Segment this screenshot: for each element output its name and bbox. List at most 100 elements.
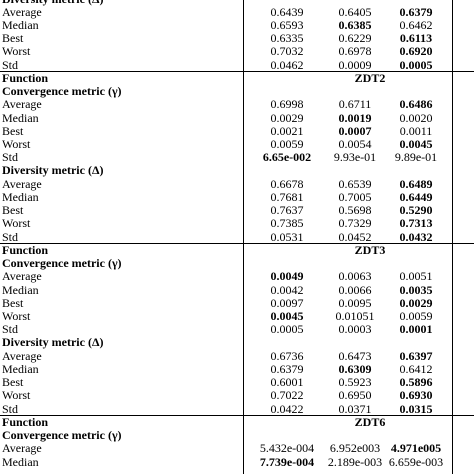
function-label: Function bbox=[2, 242, 49, 257]
cell-value: 0.6385 bbox=[338, 17, 372, 32]
row-label: Median bbox=[2, 361, 39, 376]
cell-value: 0.0095 bbox=[338, 295, 372, 310]
cell-value: 0.7032 bbox=[270, 44, 304, 59]
cell-value: 0.6462 bbox=[399, 17, 433, 32]
cell-value: 0.5290 bbox=[399, 203, 433, 218]
row-label: Worst bbox=[2, 137, 31, 152]
cell-value: 0.5923 bbox=[338, 375, 372, 390]
cell-value: 9.89e-01 bbox=[394, 150, 438, 165]
row-label: Std bbox=[2, 57, 19, 72]
cell-value: 0.6678 bbox=[270, 176, 304, 191]
cell-value: 0.6950 bbox=[338, 388, 372, 403]
cell-value: 0.0005 bbox=[399, 57, 433, 72]
row-label: Median bbox=[2, 110, 39, 125]
cell-value: 0.0054 bbox=[338, 137, 372, 152]
function-label: Function bbox=[2, 70, 49, 85]
row-label: Average bbox=[2, 348, 42, 363]
cell-value: 6.65e-002 bbox=[262, 150, 312, 165]
cell-value: 0.0422 bbox=[270, 401, 304, 416]
row-label: Average bbox=[2, 441, 42, 456]
cell-value: 0.0035 bbox=[399, 282, 433, 297]
section-rule bbox=[0, 414, 474, 416]
row-label: Std bbox=[2, 150, 19, 165]
cell-value: 0.0029 bbox=[270, 110, 304, 125]
cell-value: 0.6998 bbox=[270, 97, 304, 112]
cell-value: 0.7022 bbox=[270, 388, 304, 403]
cell-value: 0.6229 bbox=[338, 31, 372, 46]
cell-value: 0.7329 bbox=[338, 216, 372, 231]
cell-value: 0.6489 bbox=[399, 176, 433, 191]
row-label: Std bbox=[2, 322, 19, 337]
cell-value: 0.0066 bbox=[338, 282, 372, 297]
row-label: Median bbox=[2, 17, 39, 32]
metric-name: Convergence metric (γ) bbox=[2, 428, 122, 443]
row-label: Worst bbox=[2, 309, 31, 324]
cell-value: 0.0009 bbox=[338, 57, 372, 72]
cell-value: 0.7385 bbox=[270, 216, 304, 231]
function-name: ZDT3 bbox=[354, 242, 386, 257]
cell-value: 0.6736 bbox=[270, 348, 304, 363]
cell-value: 0.0007 bbox=[338, 123, 372, 138]
cell-value: 6.659e-003 bbox=[388, 454, 444, 469]
cell-value: 0.6539 bbox=[338, 176, 372, 191]
row-label: Best bbox=[2, 295, 24, 310]
cell-value: 0.6486 bbox=[399, 97, 433, 112]
cell-value: 0.0059 bbox=[270, 137, 304, 152]
cell-value: 0.6439 bbox=[270, 4, 304, 19]
cell-value: 0.0045 bbox=[399, 137, 433, 152]
cell-value: 0.6309 bbox=[338, 361, 372, 376]
cell-value: 0.0315 bbox=[399, 401, 433, 416]
function-label: Function bbox=[2, 414, 49, 429]
cell-value: 0.7681 bbox=[270, 189, 304, 204]
cell-value: 0.6397 bbox=[399, 348, 433, 363]
cell-value: 0.5698 bbox=[338, 203, 372, 218]
cell-value: 0.6930 bbox=[399, 388, 433, 403]
row-label: Std bbox=[2, 229, 19, 244]
cell-value: 0.0371 bbox=[338, 401, 372, 416]
row-label: Best bbox=[2, 123, 24, 138]
cell-value: 5.432e-004 bbox=[259, 441, 315, 456]
cell-value: 0.0021 bbox=[270, 123, 304, 138]
cell-value: 0.0462 bbox=[270, 57, 304, 72]
row-label: Std bbox=[2, 401, 19, 416]
cell-value: 0.6113 bbox=[399, 31, 433, 46]
cell-value: 0.6449 bbox=[399, 189, 433, 204]
metric-name: Convergence metric (γ) bbox=[2, 256, 122, 271]
cell-value: 0.6978 bbox=[338, 44, 372, 59]
cell-value: 0.0005 bbox=[270, 322, 304, 337]
row-label: Average bbox=[2, 269, 42, 284]
cell-value: 0.7005 bbox=[338, 189, 372, 204]
function-name: ZDT6 bbox=[354, 414, 386, 429]
cell-value: 0.6412 bbox=[399, 361, 433, 376]
cell-value: 0.6335 bbox=[270, 31, 304, 46]
cell-value: 0.0051 bbox=[399, 269, 433, 284]
metric-name: Diversity metric (Δ) bbox=[2, 163, 104, 178]
cell-value: 0.6920 bbox=[399, 44, 433, 59]
cell-value: 0.0042 bbox=[270, 282, 304, 297]
cell-value: 0.0019 bbox=[338, 110, 372, 125]
cell-value: 0.6711 bbox=[338, 97, 372, 112]
row-label: Average bbox=[2, 97, 42, 112]
cell-value: 7.739e-004 bbox=[259, 454, 315, 469]
cell-value: 0.0097 bbox=[270, 295, 304, 310]
cell-value: 0.0059 bbox=[399, 309, 433, 324]
metric-name: Diversity metric (Δ) bbox=[2, 0, 103, 6]
cell-value: 0.6379 bbox=[399, 4, 433, 19]
cell-value: 0.0001 bbox=[399, 322, 433, 337]
cell-value: 9.93e-01 bbox=[333, 150, 377, 165]
row-label: Median bbox=[2, 282, 39, 297]
section-rule bbox=[0, 70, 474, 72]
cell-value: 4.971e005 bbox=[390, 441, 442, 456]
cell-value: 0.0045 bbox=[270, 309, 304, 324]
row-label: Worst bbox=[2, 44, 31, 59]
cell-value: 0.6593 bbox=[270, 17, 304, 32]
row-label: Median bbox=[2, 454, 39, 469]
cell-value: 0.5896 bbox=[399, 375, 433, 390]
row-label: Worst bbox=[2, 388, 31, 403]
cell-value: 0.6405 bbox=[338, 4, 372, 19]
cell-value: 0.7313 bbox=[399, 216, 433, 231]
cell-value: 0.0432 bbox=[399, 229, 433, 244]
row-label: Average bbox=[2, 4, 42, 19]
function-name: ZDT2 bbox=[354, 70, 386, 85]
cell-value: 6.952e003 bbox=[329, 441, 381, 456]
